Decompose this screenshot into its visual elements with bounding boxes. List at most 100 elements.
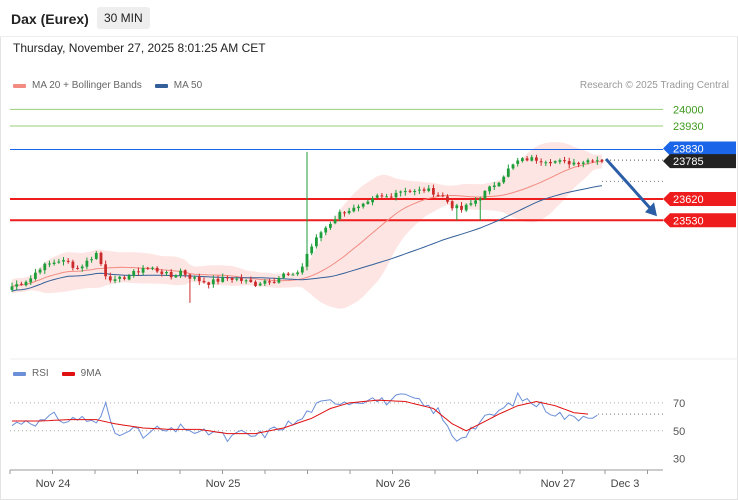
- candle-body: [132, 271, 136, 276]
- candle: [469, 199, 473, 207]
- rsi-tick-70: 70: [673, 398, 685, 410]
- forecast-arrow: [604, 157, 657, 217]
- candle-body: [408, 190, 412, 192]
- candle: [305, 151, 309, 271]
- level-label-text: 23530: [673, 215, 704, 227]
- candle-body: [286, 273, 290, 275]
- candle-body: [146, 267, 150, 269]
- legend-label-ma50: MA 50: [173, 80, 203, 91]
- level-label-23830: 23830: [663, 141, 736, 156]
- legend-swatch-9ma: [61, 371, 75, 376]
- candle-body: [20, 283, 23, 285]
- time-tick-label: Dec 3: [611, 478, 640, 490]
- candle: [544, 160, 548, 167]
- candle: [586, 158, 590, 165]
- candle-body: [469, 203, 473, 205]
- candle-body: [108, 276, 112, 281]
- legend-item-bollinger: MA 20 + Bollinger Bands: [13, 80, 142, 91]
- candle-body: [188, 274, 192, 279]
- candle-body: [380, 195, 384, 197]
- candle: [146, 266, 150, 271]
- candle: [291, 272, 295, 276]
- candle: [436, 192, 440, 197]
- candle-body: [52, 262, 56, 264]
- candle-body: [413, 191, 417, 192]
- candle: [211, 275, 215, 288]
- candle: [34, 268, 37, 281]
- candle: [165, 270, 168, 276]
- candle-body: [155, 267, 159, 272]
- candle-body: [394, 192, 398, 198]
- candle: [282, 272, 285, 279]
- candle-body: [240, 278, 243, 281]
- candle: [235, 276, 239, 282]
- candle-body: [127, 275, 131, 280]
- candle-body: [427, 188, 431, 191]
- interval-selector[interactable]: 30 MIN: [97, 7, 150, 29]
- candle-body: [300, 266, 304, 273]
- candle: [85, 257, 89, 270]
- candle: [558, 158, 562, 165]
- legend-label-bollinger: MA 20 + Bollinger Bands: [32, 80, 142, 91]
- candle: [71, 259, 75, 271]
- candle: [441, 192, 445, 198]
- candle: [595, 156, 599, 165]
- timestamp: Thursday, November 27, 2025 8:01:25 AM C…: [13, 41, 266, 55]
- candle-body: [347, 210, 351, 214]
- candle-body: [441, 195, 445, 197]
- candle-body: [338, 211, 342, 219]
- candle: [474, 197, 477, 207]
- candle-body: [15, 284, 19, 287]
- header-bar: Dax (Eurex) 30 MIN: [0, 0, 738, 37]
- candle: [413, 189, 417, 196]
- candle: [422, 187, 426, 193]
- time-tick-label: Nov 27: [541, 478, 576, 490]
- candle: [286, 271, 290, 277]
- candle-body: [343, 212, 346, 214]
- candle: [183, 269, 187, 278]
- candle-body: [258, 283, 262, 286]
- candle: [90, 256, 93, 263]
- candle-body: [488, 186, 491, 192]
- candle-body: [207, 282, 211, 285]
- candle: [464, 203, 468, 212]
- candle: [460, 202, 463, 213]
- candle-body: [535, 157, 538, 161]
- candle: [492, 181, 496, 190]
- candle: [389, 193, 393, 199]
- candle: [535, 154, 538, 164]
- candle: [94, 251, 98, 260]
- candle-body: [474, 200, 477, 204]
- rsi-tick-30: 30: [673, 454, 685, 466]
- candle-body: [141, 267, 145, 273]
- candle: [15, 280, 19, 291]
- candle: [202, 277, 206, 284]
- candle-body: [591, 160, 594, 162]
- candle-body: [315, 237, 318, 247]
- candle: [591, 159, 594, 163]
- forecast-arrow-head: [645, 202, 657, 217]
- candle: [385, 193, 388, 198]
- candle: [427, 185, 431, 193]
- candle-body: [502, 176, 506, 183]
- candle: [197, 273, 201, 286]
- candle: [506, 164, 510, 178]
- candle: [399, 190, 402, 197]
- candle-body: [169, 272, 173, 278]
- candle-body: [389, 196, 393, 198]
- candle: [375, 193, 379, 199]
- copyright-text: Research © 2025 Trading Central: [579, 80, 729, 91]
- candle-body: [558, 160, 562, 162]
- candle-body: [268, 281, 271, 283]
- candle-body: [600, 159, 604, 162]
- candle-body: [57, 261, 61, 263]
- candle-body: [76, 267, 79, 269]
- candle: [230, 277, 234, 283]
- candle-body: [483, 191, 487, 199]
- candle: [357, 204, 360, 212]
- candle: [76, 265, 79, 270]
- candle-body: [202, 280, 206, 283]
- candle: [432, 184, 435, 198]
- candle: [216, 275, 220, 285]
